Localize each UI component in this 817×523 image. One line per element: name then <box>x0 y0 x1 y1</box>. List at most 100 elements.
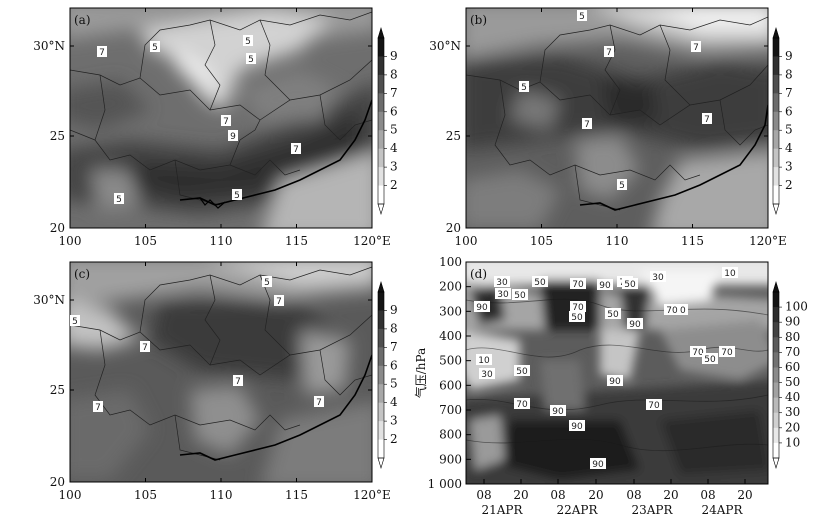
contour-label-text: 50 <box>514 291 526 301</box>
panel-4-annotations: (d) 100 200 300 400 500 600 700 800 900 1 000 气压/hP… <box>413 255 808 517</box>
panel-label: (c) <box>74 267 90 281</box>
date-label: 23APR <box>631 503 673 517</box>
colorbar-segment <box>773 442 779 459</box>
colorbar-segment <box>378 93 384 113</box>
colorbar-frame <box>377 291 385 459</box>
contour-label-text: 30 <box>652 273 664 283</box>
contour-label-text: 70 <box>572 303 584 313</box>
colorbar-segment <box>773 56 779 76</box>
contour-label-box <box>228 130 238 141</box>
contour-label-box <box>702 353 718 364</box>
colorbar-tick-label: 20 <box>785 420 800 434</box>
contour-label: 7 <box>314 396 324 408</box>
contour-label-text: 7 <box>316 398 322 408</box>
contour-label-box <box>232 189 242 200</box>
contour-label-text: 5 <box>72 317 78 327</box>
colorbar-segment <box>378 167 384 187</box>
colorbar-segment <box>773 148 779 168</box>
contour-label: 5 <box>519 81 529 93</box>
date-label: 22APR <box>556 503 598 517</box>
colorbar-tick-label: 3 <box>785 160 793 174</box>
contour-label: 50 <box>514 365 530 377</box>
colorbar-segment <box>773 412 779 429</box>
contour-label-text: 7 <box>584 120 590 130</box>
contour-label: 7 <box>93 401 103 413</box>
y-tick-label: 500 <box>439 354 462 368</box>
contour-label-box <box>622 278 638 289</box>
contour-label-text: 70 <box>516 400 528 410</box>
colorbar-top-tip <box>772 280 780 293</box>
panel-label: (a) <box>74 13 91 27</box>
colorbar-tick-label: 9 <box>785 49 793 63</box>
colorbar-tick-label: 8 <box>785 67 793 81</box>
contour-label: 5 <box>70 315 80 327</box>
contour-label-box <box>519 81 529 92</box>
colorbar-tick-label: 10 <box>785 435 800 449</box>
contour-label: 7 <box>604 46 614 58</box>
contour-label: 70 <box>664 304 680 316</box>
colorbar-segment <box>378 384 384 404</box>
x-tick-label: 115 <box>681 234 704 248</box>
y-tick-label: 600 <box>439 378 462 392</box>
contour-label-text: 7 <box>276 297 282 307</box>
colorbar-frame <box>772 37 780 205</box>
colorbar: 2 3 4 5 6 7 8 9 <box>377 280 398 470</box>
y-tick-label: 800 <box>439 428 462 442</box>
colorbar-tick-label: 7 <box>785 86 793 100</box>
y-tick-label: 25 <box>446 129 461 143</box>
x-tick-label: 105 <box>134 234 157 248</box>
contour-label-text: 7 <box>223 117 229 127</box>
colorbar-segment <box>773 337 779 353</box>
colorbar-tick-label: 2 <box>390 432 398 446</box>
contour-label: 7 <box>97 46 107 58</box>
contour-label-text: 9 <box>230 132 236 142</box>
contour-label-box <box>570 301 586 312</box>
x-tick-label: 08 <box>550 488 565 502</box>
contour-label: 5 <box>150 41 160 53</box>
contour-label-box <box>93 401 103 412</box>
y-tick-label: 30°N <box>33 293 65 307</box>
x-tick-label: 08 <box>626 488 641 502</box>
contour-label-text: 30 <box>674 306 686 316</box>
colorbar-tick-label: 50 <box>785 375 800 389</box>
contour-label-text: 50 <box>534 278 546 288</box>
colorbar-segment <box>773 292 779 308</box>
colorbar-segment <box>378 402 384 422</box>
y-tick-label: 100 <box>439 255 462 269</box>
contour-label-text: 5 <box>264 278 270 288</box>
x-tick-label: 100 <box>59 234 82 248</box>
x-tick-label: 110 <box>210 234 233 248</box>
panel-c-field <box>70 262 372 482</box>
contour-label: 90 <box>627 318 643 330</box>
contour-label-text: 70 <box>572 280 584 290</box>
contour-label-box <box>664 304 680 315</box>
colorbar-tick-label: 3 <box>390 414 398 428</box>
contour-label-box <box>617 179 627 190</box>
contour-label: 5 <box>577 10 587 22</box>
x-tick-label: 110 <box>210 488 233 502</box>
colorbar-segment <box>378 185 384 205</box>
y-tick-label: 1 000 <box>428 477 462 491</box>
contour-label-box <box>702 113 712 124</box>
contour-label-box <box>221 115 231 126</box>
contour-label: 7 <box>274 295 284 307</box>
contour-label-box <box>650 271 666 282</box>
panel-label: (b) <box>470 13 487 27</box>
contour-label-box <box>314 396 324 407</box>
contour-label: 5 <box>262 276 272 288</box>
contour-label-box <box>70 315 80 326</box>
colorbar-top-tip <box>377 26 385 39</box>
contour-label: 10 <box>722 267 738 279</box>
panel-c <box>69 261 373 483</box>
colorbar-tick-label: 8 <box>390 67 398 81</box>
colorbar-tick-label: 7 <box>390 340 398 354</box>
colorbar-segment <box>378 111 384 131</box>
contour-label-box <box>550 405 566 416</box>
y-tick-label: 30°N <box>33 39 65 53</box>
panel-label: (d) <box>470 267 487 281</box>
colorbar-segment <box>773 167 779 187</box>
contour-label-text: 70 <box>666 306 678 316</box>
